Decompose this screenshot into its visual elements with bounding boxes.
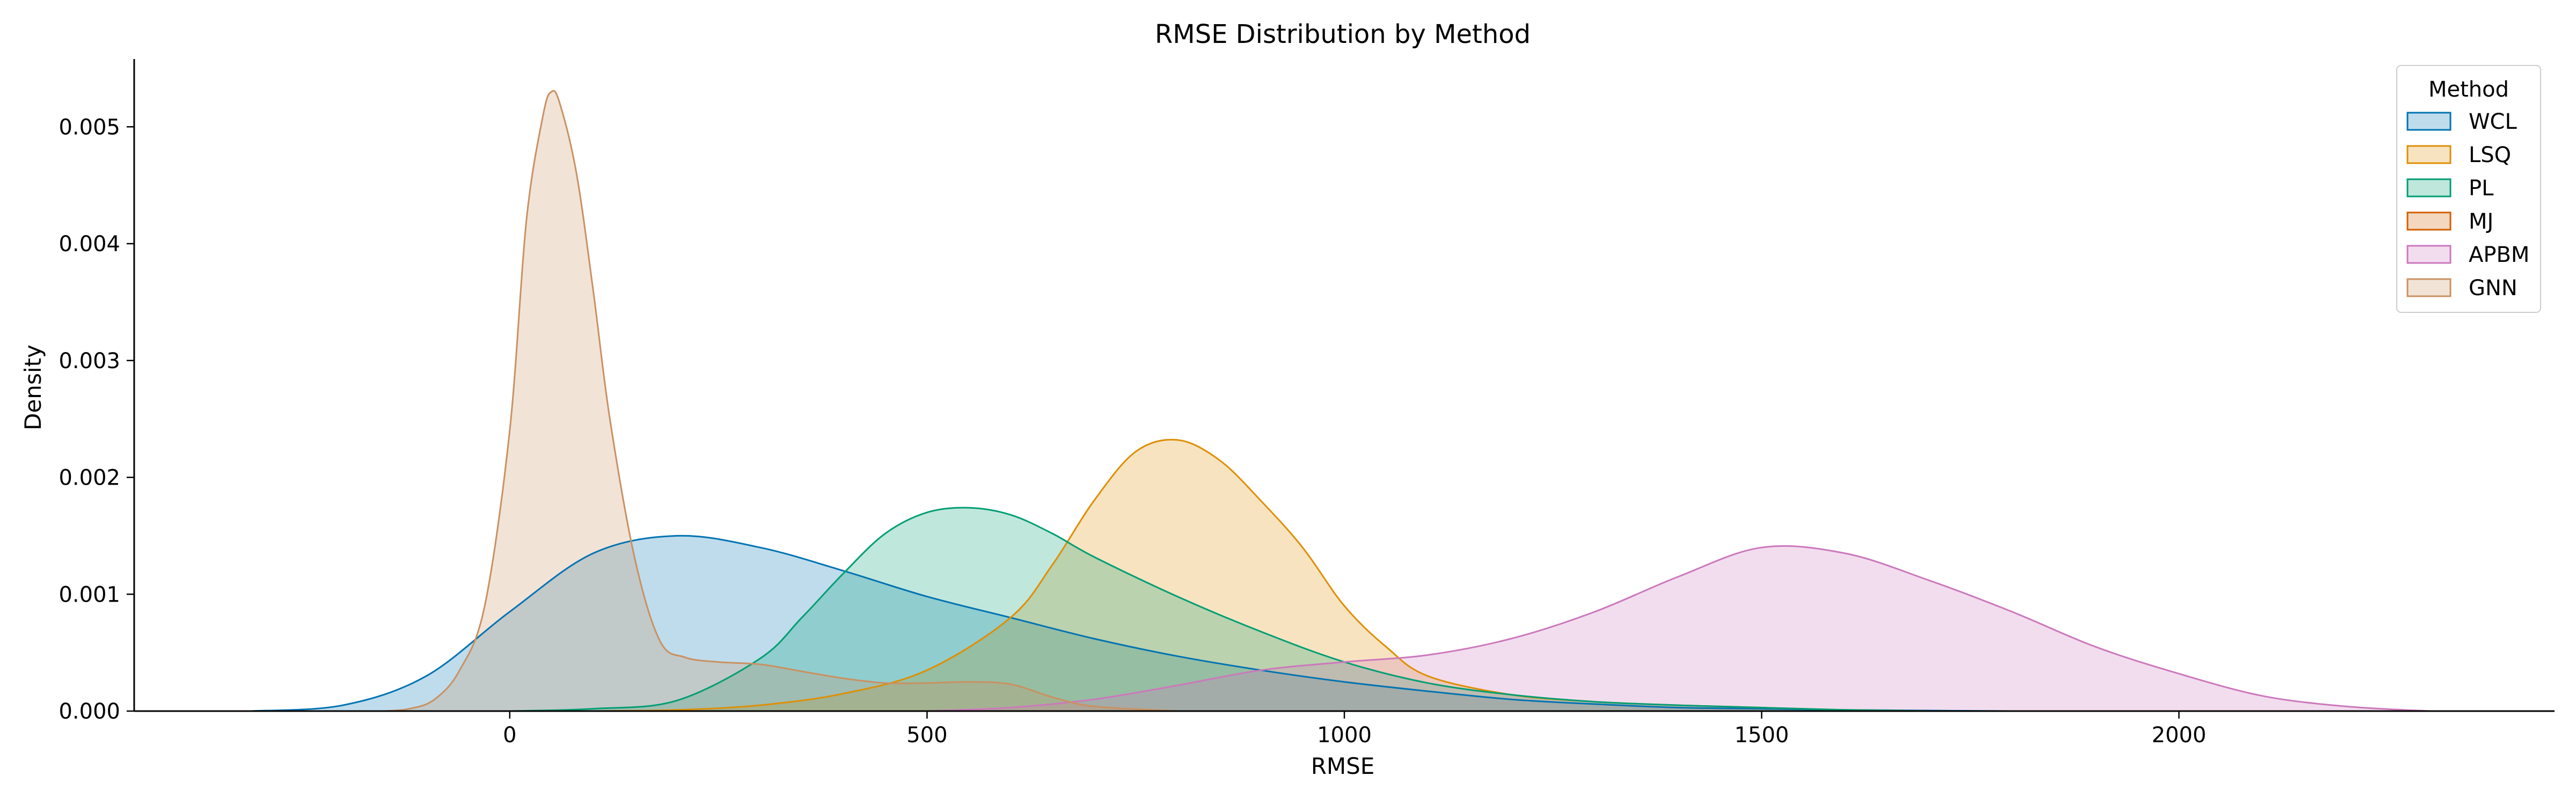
area-gnn [384,91,1177,712]
legend-swatch-lsq [2406,145,2451,164]
legend-label-gnn: GNN [2469,276,2518,301]
line-apbm [927,545,2429,712]
legend-frame [2396,65,2541,313]
y-tick-label: 0.001 [58,582,120,607]
legend-swatch-gnn [2406,278,2451,297]
line-gnn [384,90,1178,712]
x-ticks: 0 500 1000 1500 2000 [503,711,2206,748]
x-tick-label: 500 [906,723,947,748]
density-areas [251,91,2429,712]
legend-label-lsq: LSQ [2469,143,2511,167]
y-tick-label: 0.005 [58,115,120,140]
y-ticks: 0.000 0.001 0.002 0.003 0.004 0.005 [58,115,134,724]
legend-label-mj: MJ [2469,209,2493,234]
legend-label-pl: PL [2469,176,2494,201]
line-pl [509,507,1929,712]
x-tick-label: 2000 [2151,723,2206,748]
x-tick-label: 0 [503,723,516,748]
legend-title: Method [2428,77,2509,102]
legend-swatch-mj [2406,211,2451,231]
area-wcl [251,536,2179,711]
x-tick-label: 1500 [1735,723,1789,748]
legend-swatch-wcl [2406,112,2451,131]
legend-label-wcl: WCL [2469,109,2517,134]
legend-items: WCL LSQ PL MJ APBM GNN [2406,109,2529,301]
legend-label-apbm: APBM [2469,243,2529,267]
area-pl [509,507,1929,711]
legend-swatch-apbm [2406,245,2451,264]
line-wcl [251,535,2179,712]
y-tick-label: 0.003 [58,349,120,374]
legend-swatch-pl [2406,178,2451,197]
y-tick-label: 0.000 [58,699,120,724]
area-lsq [593,440,1929,711]
y-tick-label: 0.002 [58,466,120,491]
legend: Method WCL LSQ PL MJ APBM GNN [2396,65,2541,313]
x-tick-label: 1000 [1317,723,1372,748]
y-axis-label: Density [20,345,46,430]
chart-title: RMSE Distribution by Method [1155,19,1531,49]
density-lines [251,90,2429,712]
area-apbm [927,546,2429,711]
y-tick-label: 0.004 [58,232,120,257]
x-axis-label: RMSE [1311,753,1375,779]
